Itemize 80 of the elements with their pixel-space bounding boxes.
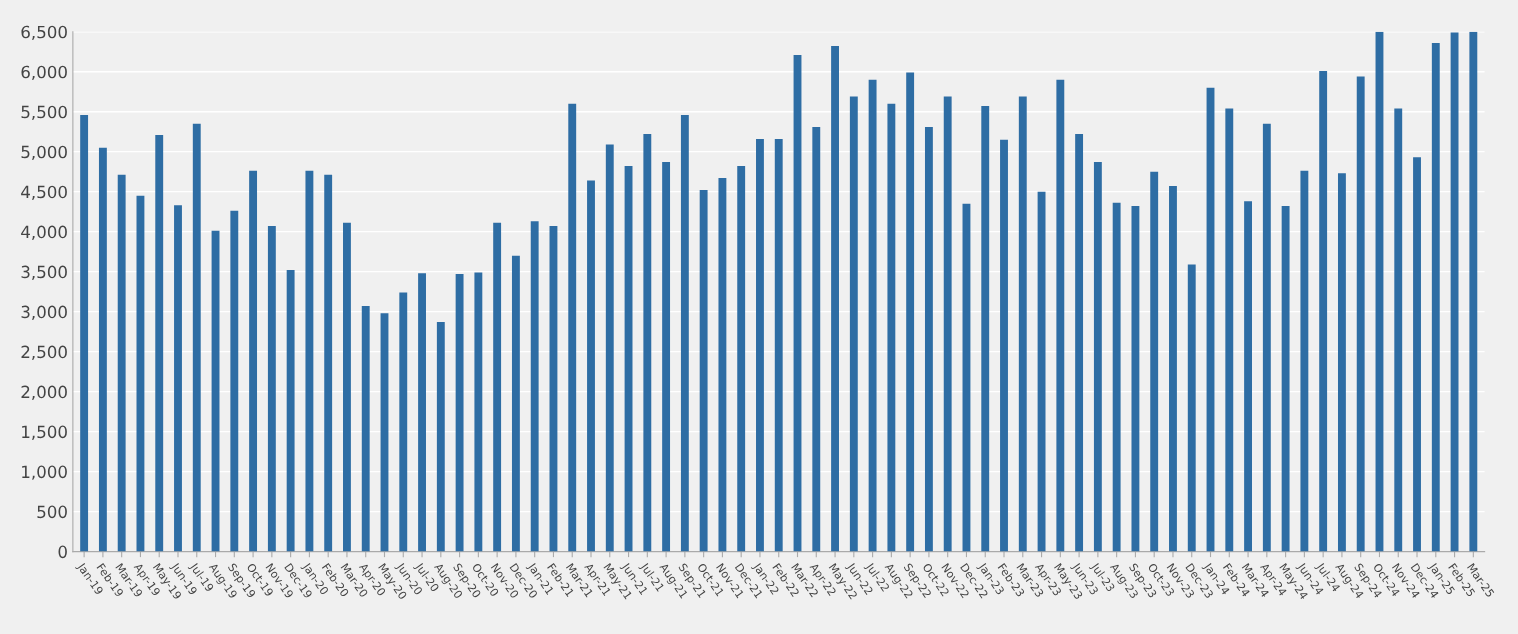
bar — [774, 138, 783, 552]
bar — [1469, 31, 1478, 552]
y-tick-label: 3,500 — [21, 265, 67, 280]
y-tick-label: 1,000 — [22, 465, 67, 480]
bar — [1112, 202, 1121, 552]
y-tick-label: 2,500 — [21, 345, 67, 360]
bar — [1000, 139, 1008, 552]
bar — [493, 222, 502, 552]
bar — [1244, 201, 1252, 552]
bar — [361, 306, 370, 552]
bar — [305, 170, 314, 552]
bar — [249, 170, 258, 552]
bar — [718, 178, 727, 552]
bar — [887, 103, 896, 552]
y-tick-label: 0 — [58, 545, 67, 559]
bar — [1300, 170, 1309, 552]
bar — [756, 138, 764, 552]
bar — [737, 166, 746, 552]
bar — [1281, 206, 1290, 552]
y-tick-label: 4,000 — [21, 225, 67, 240]
bar — [1450, 32, 1459, 552]
bar — [605, 144, 614, 552]
y-tick-label: 5,500 — [21, 105, 67, 120]
bar — [1431, 42, 1440, 552]
bar — [587, 180, 595, 552]
bar — [1169, 186, 1177, 552]
bar — [1319, 70, 1328, 552]
bar — [699, 190, 708, 552]
bar — [436, 322, 445, 552]
bar — [1075, 134, 1084, 552]
bar — [530, 221, 539, 552]
bar — [155, 134, 164, 552]
bar — [906, 72, 915, 552]
bar — [1413, 157, 1421, 552]
bar — [680, 114, 689, 552]
bar — [1394, 108, 1403, 552]
bar — [981, 106, 990, 552]
bar — [1093, 162, 1102, 552]
bar — [568, 103, 577, 552]
bar — [230, 210, 239, 552]
y-tick-label: 4,500 — [21, 185, 67, 200]
bar — [343, 222, 351, 552]
bar — [455, 274, 464, 552]
bar — [1262, 123, 1271, 552]
bar — [868, 79, 877, 552]
bar — [267, 226, 276, 552]
bar — [511, 255, 520, 552]
bar — [1018, 96, 1027, 552]
bar — [117, 174, 126, 552]
bar — [98, 147, 107, 552]
y-tick-label: 5,000 — [21, 145, 67, 160]
bar — [1056, 79, 1065, 552]
bar — [924, 126, 933, 552]
bar — [812, 126, 821, 552]
y-tick-label: 6,000 — [21, 65, 67, 80]
y-tick-label: 6,500 — [21, 25, 67, 40]
bar — [831, 46, 839, 552]
y-tick-label: 2,000 — [21, 385, 67, 400]
bar — [1150, 171, 1159, 552]
bar — [1337, 173, 1346, 552]
bar — [174, 205, 182, 552]
bar — [418, 273, 426, 552]
y-tick-label: 500 — [37, 505, 67, 519]
bar — [286, 270, 295, 552]
bar — [849, 96, 858, 552]
bar — [1356, 76, 1365, 552]
bar — [80, 114, 89, 552]
bar — [662, 162, 671, 552]
bar — [474, 272, 483, 552]
bar — [643, 134, 652, 552]
bar — [399, 292, 408, 552]
bar — [1225, 108, 1234, 552]
bar — [943, 96, 952, 552]
bar — [1131, 206, 1140, 552]
bar — [1187, 264, 1196, 552]
bar — [1037, 191, 1046, 552]
y-tick-label: 1,500 — [22, 425, 67, 440]
y-tick-label: 3,000 — [21, 305, 67, 320]
bar — [192, 123, 201, 552]
bar — [324, 174, 333, 552]
